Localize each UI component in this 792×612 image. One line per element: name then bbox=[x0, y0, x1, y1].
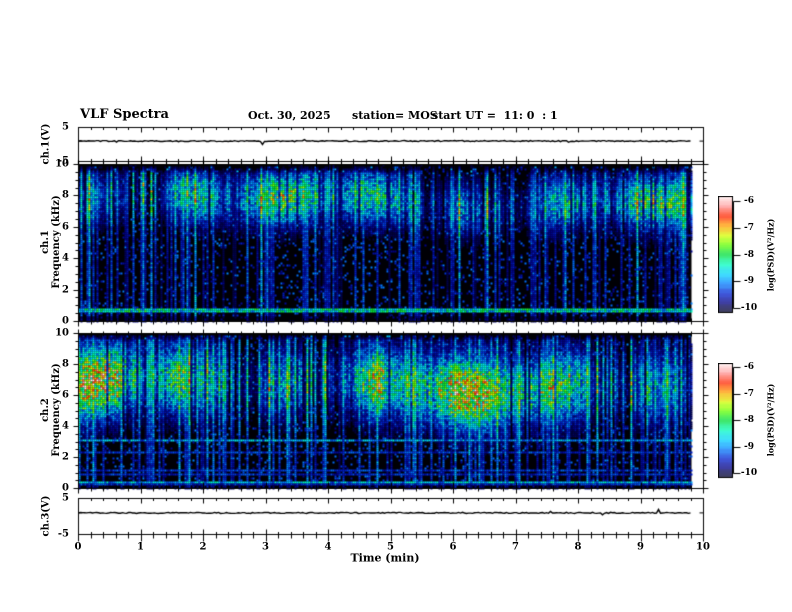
time-tick-label: 2 bbox=[199, 541, 207, 553]
ch1-colorbar-tick-label: -9 bbox=[744, 276, 754, 287]
figure-date: Oct. 30, 2025 bbox=[248, 109, 331, 122]
ch1-colorbar-tick-label: -6 bbox=[744, 196, 754, 206]
ch3_voltage-ytick-label: -5 bbox=[57, 528, 69, 540]
ch2-colorbar-tick-label: -8 bbox=[744, 415, 754, 425]
ch1_voltage-ytick-label: 5 bbox=[62, 121, 69, 133]
ch2_spectrogram-ytick-label: 4 bbox=[62, 420, 69, 432]
ch1_spectrogram-ytick-label: 8 bbox=[62, 189, 69, 201]
figure-title: VLF Spectra bbox=[80, 107, 169, 122]
ch2-colorbar-label: log(PSD)(V²/Hz) bbox=[765, 383, 776, 457]
ch1-colorbar-tick-label: -8 bbox=[744, 249, 754, 260]
time-tick-label: 4 bbox=[324, 541, 332, 553]
time-tick-label: 10 bbox=[696, 541, 710, 553]
ch2-spectrogram-ylabel: ch.2 Frequency (kHz) bbox=[40, 363, 62, 456]
ch3_voltage-ytick-label: 5 bbox=[62, 492, 69, 504]
figure-start-ut: start UT = 11: 0 : 1 bbox=[432, 109, 558, 122]
ch1-spectrogram-ylabel: ch.1 Frequency (kHz) bbox=[40, 195, 62, 288]
ch1-colorbar bbox=[718, 196, 745, 314]
ch1_spectrogram-ytick-label: 0 bbox=[62, 315, 69, 327]
figure-station: station= MOS bbox=[352, 109, 438, 122]
ch1_spectrogram-ytick-label: 2 bbox=[62, 284, 69, 296]
ch1_spectrogram-ytick-label: 6 bbox=[62, 221, 69, 233]
time-tick-label: 7 bbox=[512, 541, 519, 553]
time-axis-label: Time (min) bbox=[350, 551, 420, 565]
time-tick-label: 5 bbox=[387, 541, 394, 553]
ch2-spectrogram-ylabel-line1: ch.2 bbox=[40, 398, 51, 422]
ch1_spectrogram-ytick-label: 10 bbox=[55, 158, 69, 170]
ch2-colorbar-tick-label: -9 bbox=[744, 441, 754, 452]
ch2-spectrogram-panel bbox=[70, 327, 712, 495]
ch2_spectrogram-ytick-label: 6 bbox=[62, 389, 69, 401]
ch2_spectrogram-ytick-label: 2 bbox=[62, 451, 69, 463]
ch2_spectrogram-ytick-label: 8 bbox=[62, 358, 69, 370]
time-tick-label: 1 bbox=[137, 541, 144, 553]
ch3-voltage-ylabel: ch.3(V) bbox=[40, 495, 52, 537]
ch3-voltage-panel bbox=[70, 492, 712, 544]
ch2-colorbar bbox=[718, 363, 745, 479]
ch1-spectrogram-panel bbox=[70, 158, 712, 328]
ch2_spectrogram-ytick-label: 10 bbox=[55, 327, 69, 339]
ch1-colorbar-label: log(PSD)(V²/Hz) bbox=[765, 218, 776, 292]
ch1_spectrogram-ytick-label: 4 bbox=[62, 252, 69, 264]
ch2-colorbar-tick-label: -10 bbox=[740, 468, 758, 478]
ch1_voltage-ytick-label: -5 bbox=[57, 155, 69, 167]
ch2-colorbar-tick-label: -6 bbox=[744, 362, 754, 372]
ch2_spectrogram-ytick-label: 0 bbox=[62, 482, 69, 494]
time-tick-label: 8 bbox=[574, 541, 582, 553]
ch1-colorbar-tick-label: -10 bbox=[740, 303, 758, 313]
ch2-spectrogram-ylabel-line2: Frequency (kHz) bbox=[51, 363, 62, 457]
time-tick-label: 9 bbox=[637, 541, 644, 553]
time-tick-label: 3 bbox=[262, 541, 269, 553]
ch1-spectrogram-ylabel-line2: Frequency (kHz) bbox=[51, 195, 62, 289]
time-tick-label: 6 bbox=[449, 541, 457, 553]
ch1-voltage-ylabel: ch.1(V) bbox=[40, 123, 52, 165]
ch1-spectrogram-ylabel-line1: ch.1 bbox=[40, 230, 51, 254]
time-tick-label: 0 bbox=[74, 541, 82, 553]
ch2-colorbar-tick-label: -7 bbox=[744, 388, 754, 399]
ch1-colorbar-tick-label: -7 bbox=[744, 222, 754, 233]
